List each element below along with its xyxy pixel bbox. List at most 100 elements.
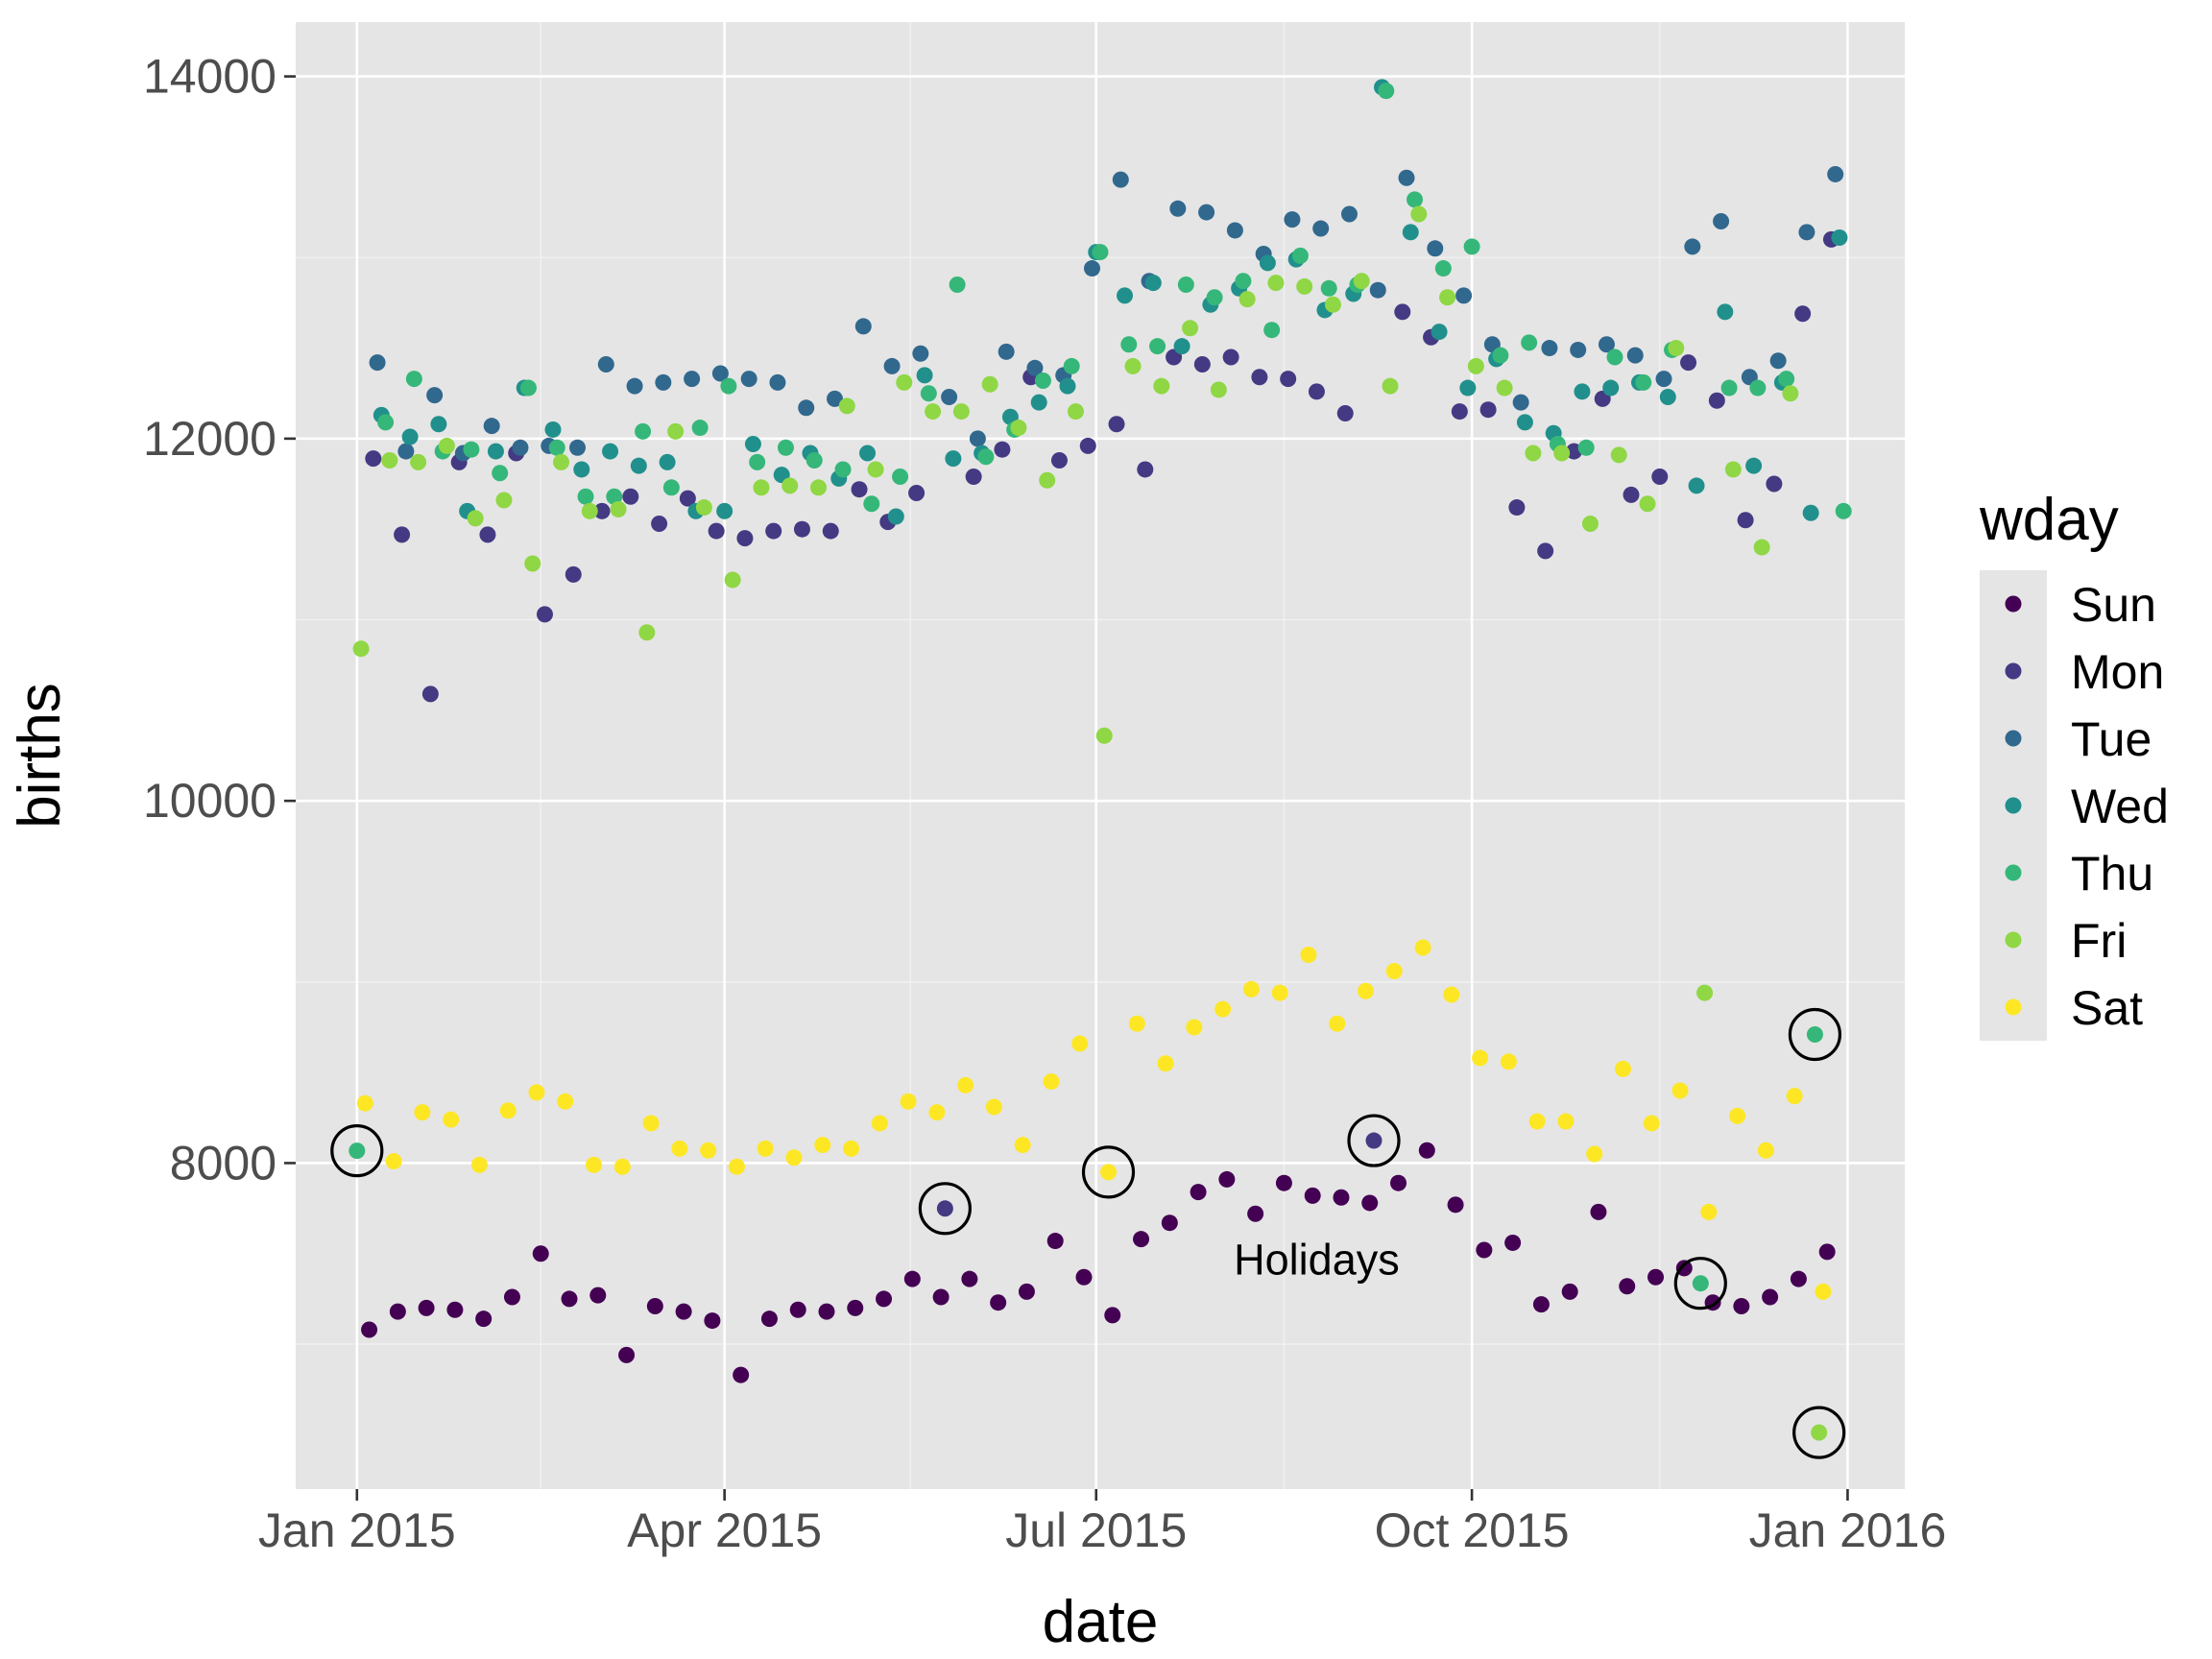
data-point-mon bbox=[479, 526, 496, 543]
x-axis-ticks: Jan 2015 Apr 2015 Jul 2015 Oct 2015 Jan 2016 bbox=[258, 1489, 1946, 1557]
data-point-tue bbox=[512, 439, 529, 456]
minor-gridlines bbox=[296, 22, 1905, 1489]
data-point-tue bbox=[941, 388, 958, 405]
data-point-fri bbox=[867, 461, 884, 478]
data-point-sat bbox=[1071, 1035, 1089, 1052]
data-point-sat bbox=[356, 1094, 373, 1112]
data-point-tue bbox=[1198, 204, 1215, 221]
data-point-sun bbox=[475, 1310, 493, 1328]
data-point-wed bbox=[1574, 383, 1591, 400]
data-point-sat bbox=[1757, 1142, 1774, 1159]
data-point-thu bbox=[691, 420, 709, 437]
data-point-sun bbox=[503, 1288, 520, 1306]
data-point-sun bbox=[1532, 1296, 1550, 1313]
data-point-tue bbox=[1427, 240, 1444, 257]
data-point-sun bbox=[1133, 1231, 1150, 1248]
data-point-sun bbox=[847, 1299, 864, 1316]
data-point-sun bbox=[1190, 1184, 1207, 1201]
legend-key-thu bbox=[2005, 864, 2022, 881]
data-point-tue bbox=[1655, 371, 1672, 388]
data-point-sat bbox=[414, 1104, 431, 1121]
data-point-thu bbox=[1407, 191, 1424, 208]
data-point-fri bbox=[1496, 379, 1513, 397]
data-point-sun bbox=[760, 1310, 778, 1328]
legend-label-wed: Wed bbox=[2071, 780, 2169, 833]
data-point-thu bbox=[1606, 349, 1623, 366]
data-point-wed bbox=[1459, 379, 1477, 397]
data-point-thu bbox=[492, 465, 509, 482]
data-point-mon bbox=[1451, 403, 1468, 421]
data-point-fri bbox=[352, 640, 370, 658]
data-point-fri bbox=[809, 479, 827, 496]
data-point-fri bbox=[838, 397, 855, 415]
data-point-wed bbox=[1402, 224, 1419, 241]
data-point-wed bbox=[573, 461, 590, 478]
data-point-mon bbox=[1079, 437, 1096, 454]
legend-key-tue bbox=[2005, 730, 2022, 747]
data-point-mon bbox=[1737, 512, 1754, 529]
legend-label-sun: Sun bbox=[2071, 578, 2156, 632]
data-point-sat bbox=[1186, 1019, 1203, 1036]
x-tick-label: Oct 2015 bbox=[1375, 1503, 1570, 1557]
data-point-wed bbox=[602, 443, 619, 460]
data-point-wed bbox=[916, 367, 933, 384]
data-point-sun bbox=[1561, 1283, 1578, 1300]
data-point-sun bbox=[1390, 1174, 1407, 1191]
data-point-mon bbox=[1537, 542, 1554, 560]
data-point-fri bbox=[610, 500, 627, 517]
data-point-sat bbox=[1557, 1113, 1575, 1130]
legend-key-wed bbox=[2005, 797, 2022, 814]
data-point-tue bbox=[827, 390, 844, 407]
data-point-thu bbox=[1749, 379, 1767, 397]
data-point-thu bbox=[892, 468, 909, 485]
data-point-thu bbox=[1291, 247, 1309, 264]
data-point-sat bbox=[1614, 1060, 1631, 1077]
data-point-sun bbox=[1247, 1205, 1264, 1222]
data-point-mon bbox=[1193, 356, 1211, 373]
data-point-fri bbox=[1668, 340, 1685, 357]
data-point-fri bbox=[925, 403, 942, 421]
data-point-sun bbox=[1447, 1196, 1464, 1214]
data-point-sun bbox=[932, 1288, 950, 1306]
data-point-sat bbox=[814, 1137, 831, 1154]
data-point-thu bbox=[1320, 279, 1337, 297]
data-point-fri bbox=[410, 453, 427, 470]
data-point-mon bbox=[593, 502, 611, 519]
y-tick-label: 12000 bbox=[143, 412, 276, 466]
holiday-ring bbox=[1081, 1145, 1136, 1199]
data-point-sat bbox=[499, 1102, 517, 1119]
data-point-thu bbox=[1521, 334, 1538, 351]
data-point-tue bbox=[1541, 340, 1558, 357]
data-point-fri bbox=[1238, 291, 1256, 308]
data-point-wed bbox=[1516, 414, 1533, 431]
data-point-sat bbox=[385, 1153, 402, 1170]
data-point-sun bbox=[818, 1303, 835, 1320]
data-point-mon bbox=[1766, 475, 1783, 493]
data-point-sat bbox=[985, 1098, 1002, 1116]
data-point-fri bbox=[1525, 445, 1542, 462]
data-point-fri bbox=[1267, 275, 1285, 292]
data-point-thu bbox=[1063, 357, 1080, 374]
data-point-mon bbox=[1479, 401, 1497, 419]
legend-title: wday bbox=[1979, 487, 2119, 553]
data-point-mon bbox=[1394, 303, 1411, 321]
data-point-mon bbox=[421, 685, 439, 703]
data-point-sat bbox=[757, 1140, 774, 1157]
data-point-sun bbox=[532, 1245, 549, 1262]
data-point-thu bbox=[1177, 276, 1194, 294]
x-axis-title: date bbox=[1043, 1589, 1159, 1655]
data-point-wed bbox=[1688, 477, 1705, 494]
x-tick-label: Jul 2015 bbox=[1005, 1503, 1187, 1557]
data-point-fri bbox=[552, 453, 569, 470]
legend: wday Sun Mon Tue Wed Thu Fri Sat bbox=[1979, 487, 2169, 1041]
data-point-sat bbox=[728, 1158, 745, 1175]
data-point-sat bbox=[586, 1156, 603, 1173]
data-point-sat bbox=[900, 1093, 917, 1110]
data-point-thu bbox=[405, 371, 422, 388]
data-point-thu bbox=[805, 452, 823, 469]
legend-items: Sun Mon Tue Wed Thu Fri Sat bbox=[2005, 578, 2169, 1035]
data-point-sun bbox=[1504, 1234, 1522, 1251]
data-point-fri bbox=[1467, 357, 1484, 374]
data-point-tue bbox=[1684, 238, 1701, 255]
holiday-circles bbox=[330, 1007, 1846, 1459]
